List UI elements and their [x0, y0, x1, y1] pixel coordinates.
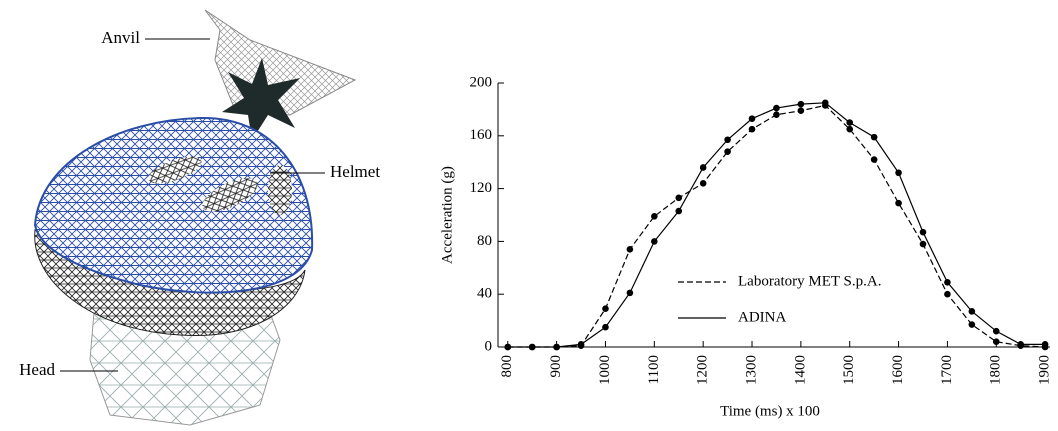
data-point: [992, 327, 1000, 335]
data-point: [870, 133, 878, 141]
data-point: [651, 238, 658, 245]
data-point: [797, 107, 805, 115]
data-point: [870, 156, 878, 163]
label-head: Head: [19, 360, 55, 379]
x-tick-label: 1100: [646, 355, 662, 384]
y-tick-label: 200: [470, 74, 493, 90]
data-point: [577, 341, 585, 348]
x-tick-label: 1000: [597, 355, 613, 385]
data-point: [968, 321, 976, 328]
data-point: [651, 213, 658, 220]
legend-label: Laboratory MET S.p.A.: [738, 273, 881, 289]
helmet-vent: [202, 178, 258, 212]
y-tick-label: 80: [477, 233, 492, 249]
data-point: [919, 240, 927, 248]
data-point: [846, 125, 854, 133]
x-tick-label: 1300: [743, 355, 759, 385]
y-tick-label: 0: [485, 338, 493, 354]
x-tick-label: 1600: [890, 355, 906, 385]
data-point: [944, 279, 951, 286]
data-point: [602, 323, 609, 331]
data-point: [602, 305, 609, 313]
data-point: [699, 164, 707, 171]
data-point: [821, 99, 829, 107]
x-tick-label: 1800: [988, 355, 1004, 385]
data-point: [675, 194, 683, 202]
data-point: [1017, 341, 1024, 348]
data-point: [724, 148, 731, 155]
data-point: [528, 343, 536, 351]
data-point: [1041, 341, 1049, 348]
data-point: [846, 119, 854, 126]
x-tick-label: 1500: [841, 355, 857, 385]
data-point: [626, 289, 634, 297]
data-point: [626, 246, 634, 253]
data-point: [675, 207, 683, 215]
impact-star: [222, 58, 300, 140]
helmet-vent: [268, 165, 292, 215]
x-tick-label: 1400: [792, 355, 808, 385]
x-tick-label: 1200: [695, 355, 711, 385]
y-axis-label: Acceleration (g): [439, 166, 455, 264]
data-point: [992, 338, 1000, 346]
label-anvil: Anvil: [101, 28, 140, 47]
data-point: [773, 111, 780, 118]
data-point: [895, 169, 902, 177]
data-point: [773, 104, 780, 112]
y-tick-label: 120: [470, 180, 493, 196]
x-tick-label: 900: [548, 355, 564, 378]
helmet-shell: [33, 116, 314, 294]
data-point: [968, 308, 976, 315]
x-tick-label: 1900: [1037, 355, 1053, 385]
data-point: [944, 290, 951, 298]
data-point: [748, 125, 756, 133]
data-point: [797, 100, 805, 108]
illustration: Anvil Helmet Head: [19, 9, 380, 426]
label-helmet: Helmet: [330, 162, 380, 181]
data-point: [895, 199, 902, 207]
data-point: [553, 343, 560, 351]
data-point: [699, 180, 707, 187]
x-tick-label: 1700: [939, 355, 955, 385]
y-tick-label: 160: [470, 127, 493, 143]
x-axis-label: Time (ms) x 100: [720, 403, 820, 419]
helmet-vent: [148, 156, 202, 184]
data-point: [748, 115, 756, 122]
anvil: [204, 9, 357, 116]
x-tick-label: 800: [499, 355, 515, 378]
data-point: [724, 136, 731, 144]
legend-label: ADINA: [738, 309, 786, 325]
y-tick-label: 40: [477, 286, 492, 302]
data-point: [919, 228, 927, 236]
data-point: [504, 343, 512, 351]
